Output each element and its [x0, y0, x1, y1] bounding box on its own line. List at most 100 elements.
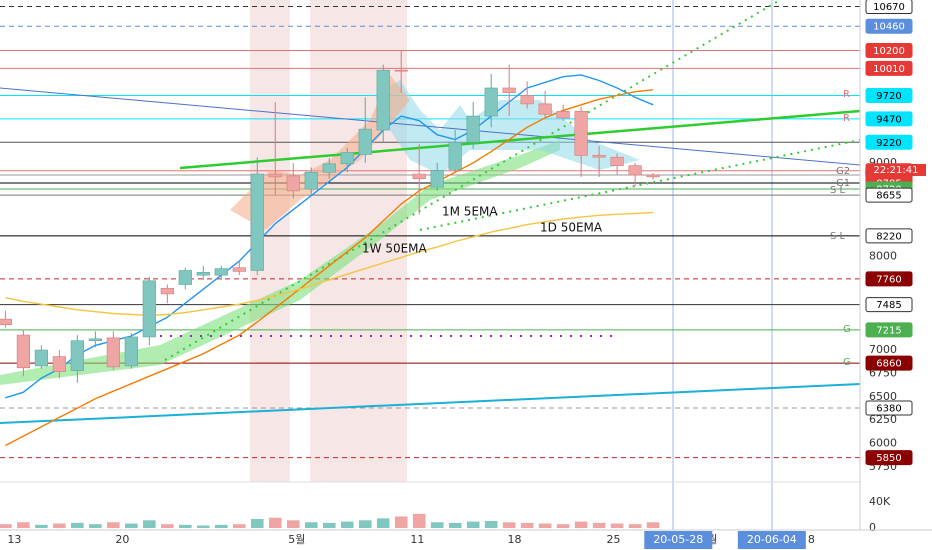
candle-body: [34, 349, 48, 367]
price-tag: [865, 18, 913, 34]
volume-bar: [268, 517, 282, 529]
volume-bar: [538, 523, 552, 529]
candle-body: [16, 334, 30, 369]
volume-bar: [107, 522, 120, 529]
price-tags: 1067010460102001001097209470922089158870…: [865, 0, 926, 466]
candle-body: [556, 111, 570, 119]
candle-body: [124, 336, 138, 367]
candle-body: [0, 318, 12, 326]
trendline: [0, 87, 861, 166]
candle-body: [538, 103, 552, 115]
volume-bar: [610, 523, 624, 529]
price-tag: [865, 60, 913, 76]
candle-body: [502, 87, 516, 93]
price-tag-label: 7760: [876, 274, 901, 285]
price-tag-label: 10200: [873, 46, 905, 57]
date-marker-box: [644, 531, 713, 549]
price-tag: [865, 322, 913, 338]
volume-bar: [89, 524, 102, 529]
price-tag-label: 9220: [876, 138, 901, 149]
date-marker-label: 20-06-04: [747, 533, 797, 546]
price-tag: [865, 43, 913, 59]
price-tag: [865, 187, 913, 203]
x-tick-label: 20: [115, 533, 129, 546]
volume-bar: [358, 520, 372, 529]
annotation: G2: [836, 166, 850, 177]
price-tag-label: 10670: [873, 2, 905, 13]
candle-body: [592, 155, 606, 158]
volume-bar: [71, 522, 84, 529]
candle-body: [340, 152, 354, 165]
volume-bar: [215, 524, 228, 529]
candle-body: [628, 165, 642, 176]
date-marker-label: 20-05-28: [653, 533, 703, 546]
volume-bar: [592, 522, 606, 529]
volume-bar: [484, 520, 498, 529]
clock-label: 22:21:41: [874, 165, 919, 176]
candle-body: [520, 95, 534, 105]
x-tick-label: 5월: [288, 533, 305, 546]
volume-bar: [125, 523, 138, 529]
candle-body: [70, 340, 84, 371]
x-tick-label: 13: [7, 533, 21, 546]
annotation: 1W 50EMA: [362, 242, 428, 256]
volume-bar: [17, 522, 30, 529]
y-tick-label: 6000: [869, 437, 897, 450]
y-tick-label: 6500: [869, 390, 897, 403]
y-tick-label: 8000: [869, 249, 897, 262]
price-tag-label: 6380: [876, 404, 901, 415]
volume-bar: [161, 524, 174, 529]
price-tag-label: 8220: [876, 231, 901, 242]
price-tag-label: 7215: [876, 325, 901, 336]
volume-bar: [556, 524, 570, 529]
volume-bar: [646, 522, 660, 529]
volume-tick-label: 40K: [869, 495, 891, 508]
volume-bar: [340, 521, 354, 529]
candle-body: [304, 171, 318, 190]
band: [375, 80, 640, 175]
clock-tag: [866, 163, 926, 176]
volume-bar: [502, 522, 516, 529]
price-tag: [865, 134, 913, 150]
volume-bar: [412, 513, 426, 529]
candle-body: [196, 272, 210, 276]
volume-bar: [197, 525, 210, 529]
trendline: [419, 139, 861, 231]
volume-bar: [574, 521, 588, 529]
price-tag: [865, 0, 913, 15]
candle-body: [394, 69, 408, 72]
candle-body: [232, 267, 246, 272]
x-tick-label: 11: [410, 533, 424, 546]
volume-bar: [286, 520, 300, 529]
annotation: G: [843, 357, 851, 368]
price-tag: [865, 297, 913, 313]
price-tag: [865, 450, 913, 466]
price-tag-label: 5850: [876, 453, 901, 464]
volume-bar: [53, 523, 66, 529]
volume-bar: [143, 520, 156, 529]
candle-body: [466, 115, 480, 143]
volume-bar: [466, 521, 480, 529]
candle-body: [88, 338, 102, 341]
price-tag: [865, 271, 913, 287]
price-tag-label: 7485: [876, 300, 901, 311]
trendline: [179, 109, 861, 170]
candle-body: [412, 173, 426, 180]
trendline: [0, 383, 861, 424]
x-tick-label: 25: [607, 533, 621, 546]
volume-bar: [179, 524, 192, 529]
volume-bar: [0, 524, 12, 529]
band: [0, 140, 560, 385]
price-tag-label: 6860: [876, 359, 901, 370]
volume-bar: [448, 522, 462, 529]
x-tick-label: 8: [808, 533, 815, 546]
candle-body: [214, 268, 228, 276]
annotation: 1D 50EMA: [540, 221, 603, 235]
price-tag-label: 9470: [876, 114, 901, 125]
candle-body: [52, 356, 66, 372]
volume-bar: [376, 518, 390, 529]
candle-body: [160, 287, 174, 295]
candle-body: [178, 270, 192, 285]
